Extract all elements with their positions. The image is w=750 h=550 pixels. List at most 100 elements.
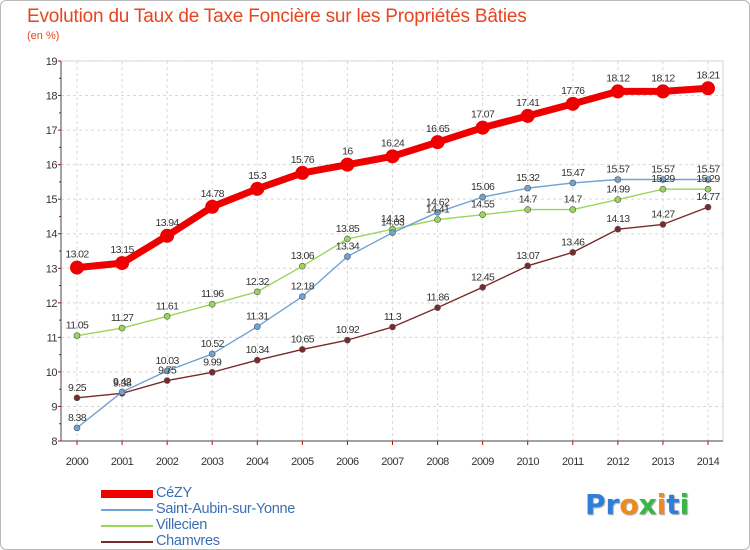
data-label: 15.57 [696,163,720,175]
data-label: 14.99 [606,184,630,196]
data-point [610,84,625,99]
data-point [253,323,261,330]
data-point [163,367,171,375]
data-point [430,135,445,150]
legend-swatch [101,509,153,511]
chart-title: Evolution du Taux de Taxe Foncière sur l… [27,6,527,27]
x-tick-label: 2003 [201,456,224,468]
legend-label: CéZY [156,485,192,501]
data-point [434,216,441,223]
data-label: 11.3 [384,311,402,323]
data-point [701,81,715,96]
data-label: 14.41 [426,204,450,216]
x-tick-label: 2014 [697,456,720,468]
data-label: 9.38 [113,377,132,389]
x-tick-label: 2009 [471,456,494,468]
data-label: 11.05 [66,320,89,332]
y-tick-label: 8 [51,436,57,448]
data-label: 14.62 [426,196,450,208]
y-tick-label: 11 [47,332,58,344]
y-tick-label: 16 [46,160,58,172]
legend-swatch [101,541,153,543]
data-label: 16.65 [426,123,450,135]
data-point [299,293,306,300]
data-label: 14.77 [696,191,720,203]
data-point [524,184,532,192]
logo-letter: P [585,488,606,521]
data-label: 9.42 [113,376,132,388]
data-label: 13.06 [291,250,315,262]
data-point [205,199,220,214]
y-tick-label: 13 [46,263,58,275]
axes: 8 9 10 11 12 13 14 15 16 17 18 19 2000 2001 2002 2003 20… [46,56,723,468]
series [70,81,715,432]
data-point [160,228,175,243]
data-point [115,256,130,271]
data-label: 10.03 [156,355,180,367]
data-label: 18.12 [606,72,630,84]
data-label: 11.27 [111,312,134,324]
x-tick-label: 2000 [66,456,89,468]
data-point [524,262,532,270]
data-label: 15.76 [291,154,315,166]
data-label: 16.24 [381,137,405,149]
x-tick-label: 2008 [426,456,449,468]
data-point [253,356,261,364]
data-label: 17.41 [516,97,540,109]
logo-letter: t [666,488,680,521]
data-label: 18.12 [651,72,675,84]
data-point [569,179,577,187]
data-point [385,149,400,164]
data-point [520,108,535,123]
data-label: 14.13 [606,213,630,225]
data-point [295,165,310,180]
data-label: 15.32 [516,172,540,184]
data-point [299,346,306,353]
data-label: 11.96 [201,288,224,300]
data-label: 14.55 [471,199,495,211]
logo-letter: i [656,488,667,521]
data-label: 13.07 [516,250,540,262]
data-label: 16 [342,146,353,158]
data-point [475,120,490,135]
data-point [73,332,81,339]
data-point [569,206,577,213]
logo-letter: x [638,488,657,521]
data-label: 14.78 [201,188,225,200]
data-label: 15.57 [606,163,630,175]
data-label: 13.94 [156,217,180,229]
data-point [344,235,351,243]
data-label: 13.15 [110,244,134,256]
data-point [250,181,265,196]
data-label: 9.99 [203,356,222,368]
grid [60,60,724,442]
data-point [614,176,622,183]
data-label: 8.38 [68,412,87,424]
data-label: 12.45 [471,271,495,283]
data-label: 12.18 [291,281,315,293]
data-label: 10.65 [291,333,315,345]
legend-label: Chamvres [156,533,220,549]
data-label: 13.34 [336,241,360,253]
legend-swatch [101,490,153,498]
data-label: 9.75 [158,365,177,377]
data-label: 13.46 [561,236,585,248]
data-label: 11.31 [246,311,269,323]
data-label: 15.29 [696,173,720,185]
data-point [614,196,622,203]
x-tick-label: 2002 [156,456,179,468]
y-tick-label: 19 [46,56,58,68]
data-label: 12.32 [246,276,270,288]
data-point [659,185,667,193]
x-tick-label: 2001 [111,456,134,468]
data-point [704,176,712,183]
data-label: 15.29 [651,173,675,185]
data-point [208,368,216,376]
x-tick-label: 2013 [652,456,675,468]
x-tick-label: 2012 [607,456,630,468]
y-tick-label: 18 [46,91,58,103]
legend-label: Villecien [156,517,208,533]
data-point [73,394,81,402]
data-point [344,253,351,260]
